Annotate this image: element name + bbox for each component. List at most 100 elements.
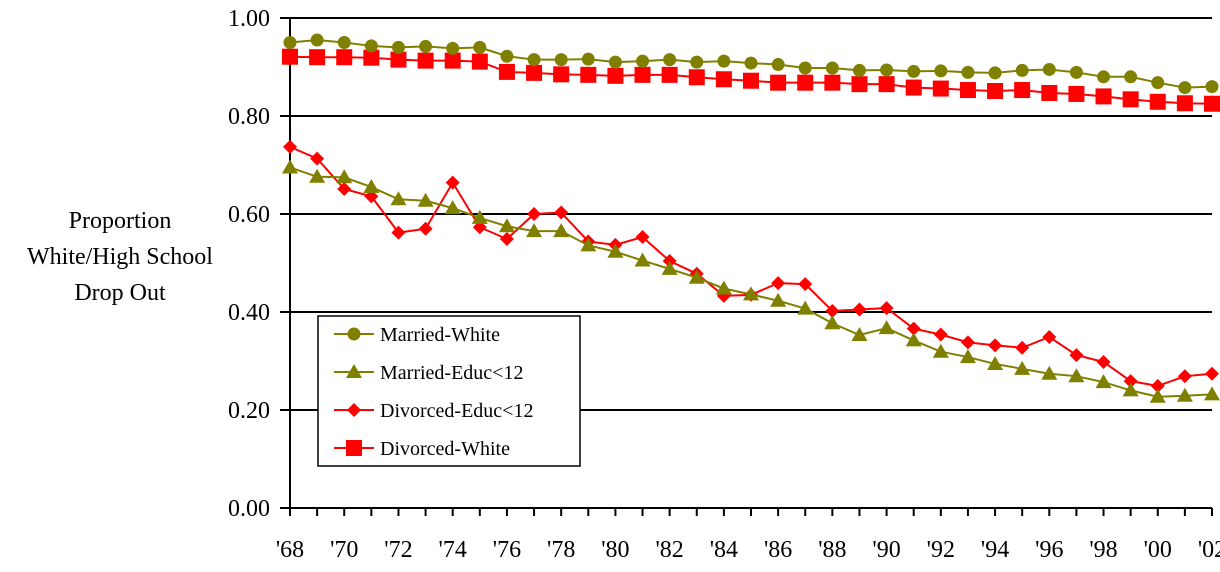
data-point (498, 218, 515, 233)
legend-swatch-marker (347, 327, 361, 341)
data-point (471, 209, 488, 224)
series-group (282, 33, 1220, 403)
data-point (1069, 348, 1084, 363)
data-point (363, 179, 380, 194)
data-point (744, 56, 758, 70)
data-point (309, 168, 326, 183)
data-point (932, 343, 949, 358)
data-point (364, 39, 378, 53)
data-point (688, 269, 705, 284)
x-tick-label: '80 (601, 537, 629, 563)
data-point (1122, 91, 1139, 108)
data-point (1015, 340, 1030, 355)
data-point (770, 74, 787, 91)
data-point (1176, 95, 1193, 112)
data-point (1014, 360, 1031, 375)
data-point (1095, 374, 1112, 389)
data-point (446, 41, 460, 55)
data-point (933, 327, 948, 342)
x-tick-label: '82 (655, 537, 683, 563)
data-point (473, 40, 487, 54)
data-point (661, 66, 678, 83)
data-point (851, 76, 868, 93)
data-point (960, 335, 975, 350)
data-point (905, 79, 922, 96)
data-point (498, 63, 515, 80)
data-point (824, 74, 841, 91)
data-point (636, 54, 650, 68)
data-point (771, 58, 785, 72)
data-point (797, 300, 814, 315)
data-point (825, 304, 840, 319)
data-point (310, 33, 324, 47)
data-point (1015, 63, 1029, 77)
data-point (635, 230, 650, 245)
data-point (526, 64, 543, 81)
data-point (282, 159, 298, 174)
x-tick-label: '00 (1144, 537, 1172, 563)
data-point (1178, 81, 1192, 95)
data-point (417, 52, 434, 69)
data-point (1042, 329, 1057, 344)
grid-lines (290, 17, 1212, 411)
x-tick-label: '98 (1089, 537, 1117, 563)
data-point (444, 52, 461, 69)
y-axis-label-line-2: White/High School (27, 244, 213, 270)
data-point (1205, 80, 1219, 94)
data-point (471, 53, 488, 70)
data-point (337, 182, 352, 197)
data-point (418, 221, 433, 236)
x-tick-label: '76 (493, 537, 521, 563)
data-point (553, 223, 570, 238)
data-point (959, 349, 976, 364)
data-point (1177, 369, 1192, 384)
data-point (798, 61, 812, 75)
y-tick-label: 0.00 (228, 496, 270, 522)
data-point (554, 53, 568, 67)
data-point (1122, 382, 1139, 397)
data-point (1150, 378, 1165, 393)
data-point (310, 151, 325, 166)
data-point (500, 49, 514, 63)
data-point (526, 223, 543, 238)
data-point (880, 63, 894, 77)
data-point (283, 139, 297, 154)
data-point (663, 53, 677, 67)
data-point (1149, 93, 1166, 110)
data-point (959, 82, 976, 99)
x-tick-label: '84 (710, 537, 738, 563)
data-point (1095, 88, 1112, 105)
y-tick-label: 0.40 (228, 300, 270, 326)
data-point (988, 66, 1002, 80)
data-point (607, 243, 624, 258)
data-point (771, 276, 786, 291)
data-point (743, 286, 759, 301)
data-point (1124, 70, 1138, 84)
data-point (717, 54, 731, 68)
data-point (688, 69, 705, 86)
data-point (608, 55, 622, 69)
data-point (283, 36, 297, 49)
legend: Married-White Married-Educ<12 Divorced-Edu… (317, 315, 581, 467)
legend-swatch-marker (347, 403, 361, 417)
data-point (1205, 366, 1219, 381)
x-tick-label: '68 (276, 537, 304, 563)
data-point (445, 175, 460, 190)
y-tick-label: 0.60 (228, 202, 270, 228)
data-point (336, 169, 353, 184)
data-point (363, 49, 380, 66)
data-point (1149, 388, 1166, 403)
data-point (1042, 62, 1056, 76)
data-point (824, 315, 841, 330)
data-point (1097, 70, 1111, 84)
data-point (878, 76, 895, 93)
data-point (987, 355, 1004, 370)
data-point (879, 301, 894, 316)
data-point (1176, 387, 1193, 402)
data-point (580, 66, 597, 83)
data-point (907, 64, 921, 78)
legend-swatch-marker (346, 440, 362, 456)
x-tick-label: '96 (1035, 537, 1063, 563)
data-point (798, 277, 813, 292)
data-point (851, 327, 868, 342)
